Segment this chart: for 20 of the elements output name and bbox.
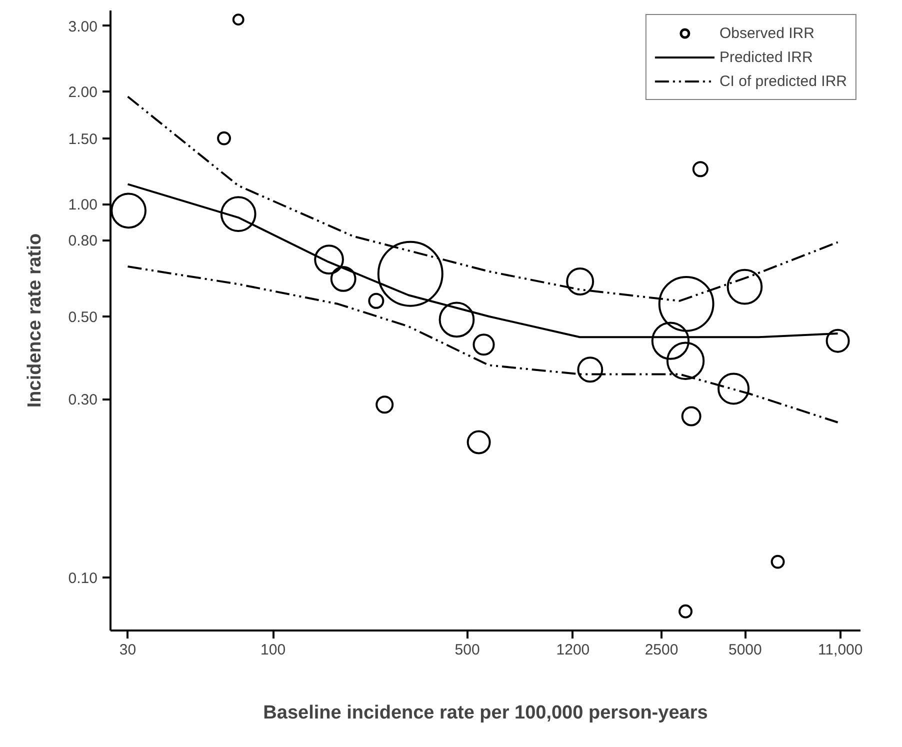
y-tick-label: 0.50 [68,308,98,326]
y-tick-label: 0.80 [68,232,98,250]
legend-label: CI of predicted IRR [719,72,847,90]
legend-label: Observed IRR [719,24,814,42]
y-tick-label: 3.00 [68,18,98,36]
legend-label: Predicted IRR [719,48,813,66]
x-tick-label: 5000 [728,642,762,658]
x-tick-label: 500 [454,642,480,658]
x-tick-label: 30 [119,642,136,658]
x-tick-label: 1200 [556,642,590,658]
x-axis-title: Baseline incidence rate per 100,000 person-years [263,702,708,724]
x-tick-label: 11,000 [818,642,863,658]
y-axis-title: Incidence rate ratio [24,233,46,408]
y-tick-label: 0.10 [68,570,98,587]
y-tick-label: 2.00 [68,84,98,102]
x-tick-label: 2500 [644,642,678,658]
y-tick-label: 1.00 [68,196,98,214]
y-tick-label: 0.30 [68,392,98,409]
y-tick-label: 1.50 [68,130,98,148]
x-tick-label: 100 [260,642,286,658]
